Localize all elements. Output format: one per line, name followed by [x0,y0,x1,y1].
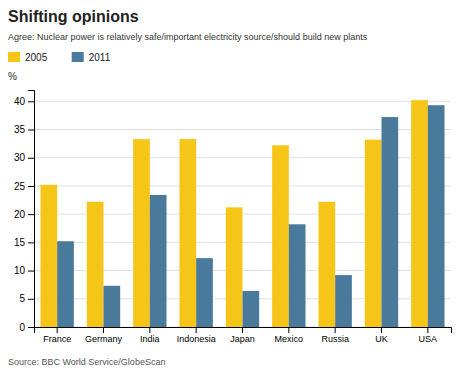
y-tick-label: 35 [14,124,26,135]
y-tick-mark [28,158,34,159]
x-tick-label: USA [419,334,438,344]
bar [243,291,260,327]
x-tick: Russia [321,327,349,344]
y-tick-label: 20 [14,209,26,220]
title: Shifting opinions [8,8,139,25]
x-tick-label: Japan [230,334,255,344]
y-tick: 15 [14,237,34,248]
y-tick: 5 [19,293,34,304]
bar [150,195,167,327]
bar [335,275,352,327]
x-tick-mark [335,327,336,333]
legend-item: 2005 [8,52,48,63]
bar-series [40,100,427,327]
x-tick: Indonesia [177,327,216,344]
legend-swatch [8,52,20,62]
y-tick-mark [28,327,34,328]
y-tick-label: 40 [14,96,26,107]
x-tick: Japan [230,327,255,344]
y-tick-mark [28,186,34,187]
bar [57,241,74,327]
y-tick: 10 [14,265,34,276]
x-tick-mark [57,327,58,333]
y-tick: 20 [14,209,34,220]
x-tick: India [140,327,160,344]
x-tick-mark [196,327,197,333]
x-tick-label: Germany [85,334,123,344]
y-tick: 30 [14,152,34,163]
bar [318,202,335,327]
x-tick-label: Mexico [275,334,304,344]
y-tick-mark [28,214,34,215]
chart-svg: Shifting opinions Agree: Nuclear power is… [0,0,463,373]
x-tick-mark [103,327,104,333]
y-tick: 40 [14,96,34,107]
bar [289,224,306,327]
y-tick-label: 25 [14,181,26,192]
y-tick-mark [28,101,34,102]
legend-swatch [72,52,84,62]
grid-line [34,101,451,102]
y-tick-label: 0 [19,322,25,333]
annotation: Source: BBC World Service/GlobeScan [8,357,165,367]
legend-label: 2011 [89,52,111,63]
x-tick: USA [419,327,438,344]
y-tick-label: 30 [14,152,26,163]
bar [40,185,57,327]
y-axis-label: % [8,71,17,82]
grid [34,101,451,327]
legend: 2005 2011 [8,52,111,63]
bar [411,100,428,327]
x-tick-label: Russia [321,334,349,344]
y-tick: 35 [14,124,34,135]
y-tick-label: 15 [14,237,26,248]
x-tick-label: India [140,334,160,344]
x-tick-mark [288,327,289,333]
y-axis-line [28,91,35,328]
y-tick-mark [28,299,34,300]
x-tick: Germany [85,327,123,344]
bar [272,145,289,327]
bar [428,105,445,327]
x-tick-label: Indonesia [177,334,216,344]
x-tick-mark [427,327,428,333]
bar [196,258,213,327]
bar [87,202,104,327]
y-tick-mark [28,271,34,272]
y-tick-label: 5 [19,293,25,304]
y-tick-mark [28,242,34,243]
bar [365,140,382,327]
bar [179,139,196,327]
x-tick-label: France [43,334,71,344]
x-tick: Mexico [275,327,304,344]
bars [40,100,444,327]
bar [382,117,399,327]
x-axis-line [35,328,452,334]
y-tick-label: 10 [14,265,26,276]
subtitle: Agree: Nuclear power is relatively safe/… [8,32,368,42]
y-axis: 0 5 10 15 20 25 30 35 40 [14,91,35,333]
legend-label: 2005 [25,52,48,63]
legend-item: 2011 [72,52,111,63]
bar-series [57,105,444,327]
bar [133,139,150,327]
y-tick-mark [28,130,34,131]
x-tick-mark [242,327,243,333]
x-tick: UK [375,327,388,344]
x-tick: France [43,327,71,344]
x-tick-mark [381,327,382,333]
bar [226,207,243,327]
x-tick-mark [149,327,150,333]
bar [104,286,121,327]
x-tick-label: UK [375,334,388,344]
y-tick: 0 [19,322,34,333]
x-axis: France Germany India Indonesia Japan Mexico Ru… [35,327,452,344]
y-tick: 25 [14,181,34,192]
